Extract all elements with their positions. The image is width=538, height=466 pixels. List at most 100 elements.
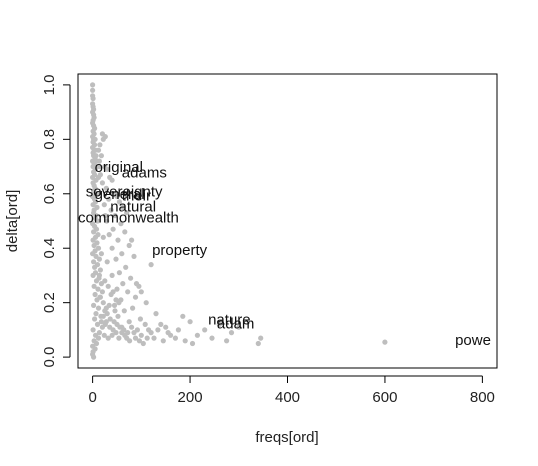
data-point xyxy=(94,218,101,224)
data-point xyxy=(113,256,119,262)
data-point xyxy=(104,311,110,317)
data-point xyxy=(143,300,149,306)
data-point xyxy=(92,136,98,142)
data-point xyxy=(100,300,106,306)
data-point xyxy=(93,153,99,159)
data-point xyxy=(148,330,154,336)
data-point xyxy=(91,242,97,249)
data-point xyxy=(236,324,242,330)
data-point xyxy=(103,305,109,311)
data-point xyxy=(101,332,107,338)
data-point xyxy=(96,256,102,262)
data-point xyxy=(129,324,135,330)
data-point xyxy=(96,272,102,278)
data-point xyxy=(98,153,104,159)
data-point xyxy=(92,346,98,352)
data-point xyxy=(102,213,108,219)
data-point xyxy=(92,264,98,270)
data-point xyxy=(112,213,118,219)
data-point xyxy=(100,313,106,319)
data-point xyxy=(92,291,98,298)
data-point xyxy=(91,229,97,235)
data-point xyxy=(151,335,157,341)
data-point xyxy=(104,166,110,172)
data-point xyxy=(95,305,102,311)
data-point xyxy=(106,196,112,202)
data-point xyxy=(106,232,112,238)
data-point xyxy=(117,324,123,330)
data-point xyxy=(93,311,99,317)
data-point xyxy=(93,340,100,347)
word-label-adams: adams xyxy=(122,164,167,181)
data-point xyxy=(94,191,101,197)
data-point xyxy=(224,338,230,344)
data-point xyxy=(382,339,388,345)
data-point xyxy=(93,278,100,284)
data-point xyxy=(90,87,96,93)
data-point xyxy=(122,332,128,338)
y-tick-label: 0.6 xyxy=(41,183,58,204)
data-point xyxy=(121,308,127,314)
data-point xyxy=(107,316,113,322)
data-point xyxy=(216,321,222,327)
data-point xyxy=(128,275,134,281)
word-labels-layer: originaladamssovereigntygeneraltheirnatu… xyxy=(78,159,491,349)
x-tick-label: 600 xyxy=(372,389,397,406)
data-point xyxy=(116,199,122,205)
data-point xyxy=(108,207,114,213)
data-point xyxy=(182,338,188,344)
data-point xyxy=(124,210,130,216)
data-point xyxy=(102,278,108,284)
data-point xyxy=(91,283,97,289)
data-point xyxy=(123,264,129,270)
y-axis: 0.0 0.2 0.4 0.6 0.8 1.0 xyxy=(41,74,71,368)
data-point xyxy=(133,281,140,287)
data-point xyxy=(102,134,108,140)
data-point xyxy=(255,340,261,347)
y-tick-label: 0.2 xyxy=(41,292,58,313)
word-label-adam: adam xyxy=(217,316,255,333)
data-point xyxy=(138,289,144,295)
data-point xyxy=(114,286,120,292)
data-point xyxy=(109,332,115,338)
data-point xyxy=(158,321,164,327)
data-point xyxy=(100,234,106,240)
word-label-their: their xyxy=(122,188,151,205)
data-point xyxy=(140,340,146,347)
points-layer xyxy=(90,82,388,360)
data-point xyxy=(104,259,110,265)
data-point xyxy=(109,177,115,183)
data-point xyxy=(137,316,143,322)
y-tick-label: 1.0 xyxy=(41,74,58,95)
x-tick-label: 200 xyxy=(178,389,203,406)
data-point xyxy=(97,294,103,300)
data-point xyxy=(125,289,131,295)
data-point xyxy=(90,327,96,333)
data-point xyxy=(115,237,121,243)
data-point xyxy=(115,313,121,319)
data-point xyxy=(194,332,200,338)
data-point xyxy=(153,311,159,317)
data-point xyxy=(110,289,116,295)
data-point xyxy=(122,229,128,235)
data-point xyxy=(120,204,126,210)
data-point xyxy=(90,272,96,278)
data-point xyxy=(175,327,181,333)
data-point xyxy=(144,335,150,341)
data-point xyxy=(94,321,101,327)
data-point xyxy=(90,82,96,88)
data-point xyxy=(180,313,186,319)
data-point xyxy=(90,237,96,243)
data-point xyxy=(126,242,132,249)
data-point xyxy=(138,332,144,338)
data-point xyxy=(129,237,135,243)
data-point xyxy=(132,294,139,300)
data-point xyxy=(209,335,215,341)
data-point xyxy=(118,221,124,227)
word-label-natural: natural xyxy=(110,199,156,216)
data-point xyxy=(105,283,111,289)
data-point xyxy=(103,185,109,191)
data-point xyxy=(110,226,116,232)
word-label-sovereignty: sovereignty xyxy=(86,184,163,201)
data-point xyxy=(109,245,115,251)
